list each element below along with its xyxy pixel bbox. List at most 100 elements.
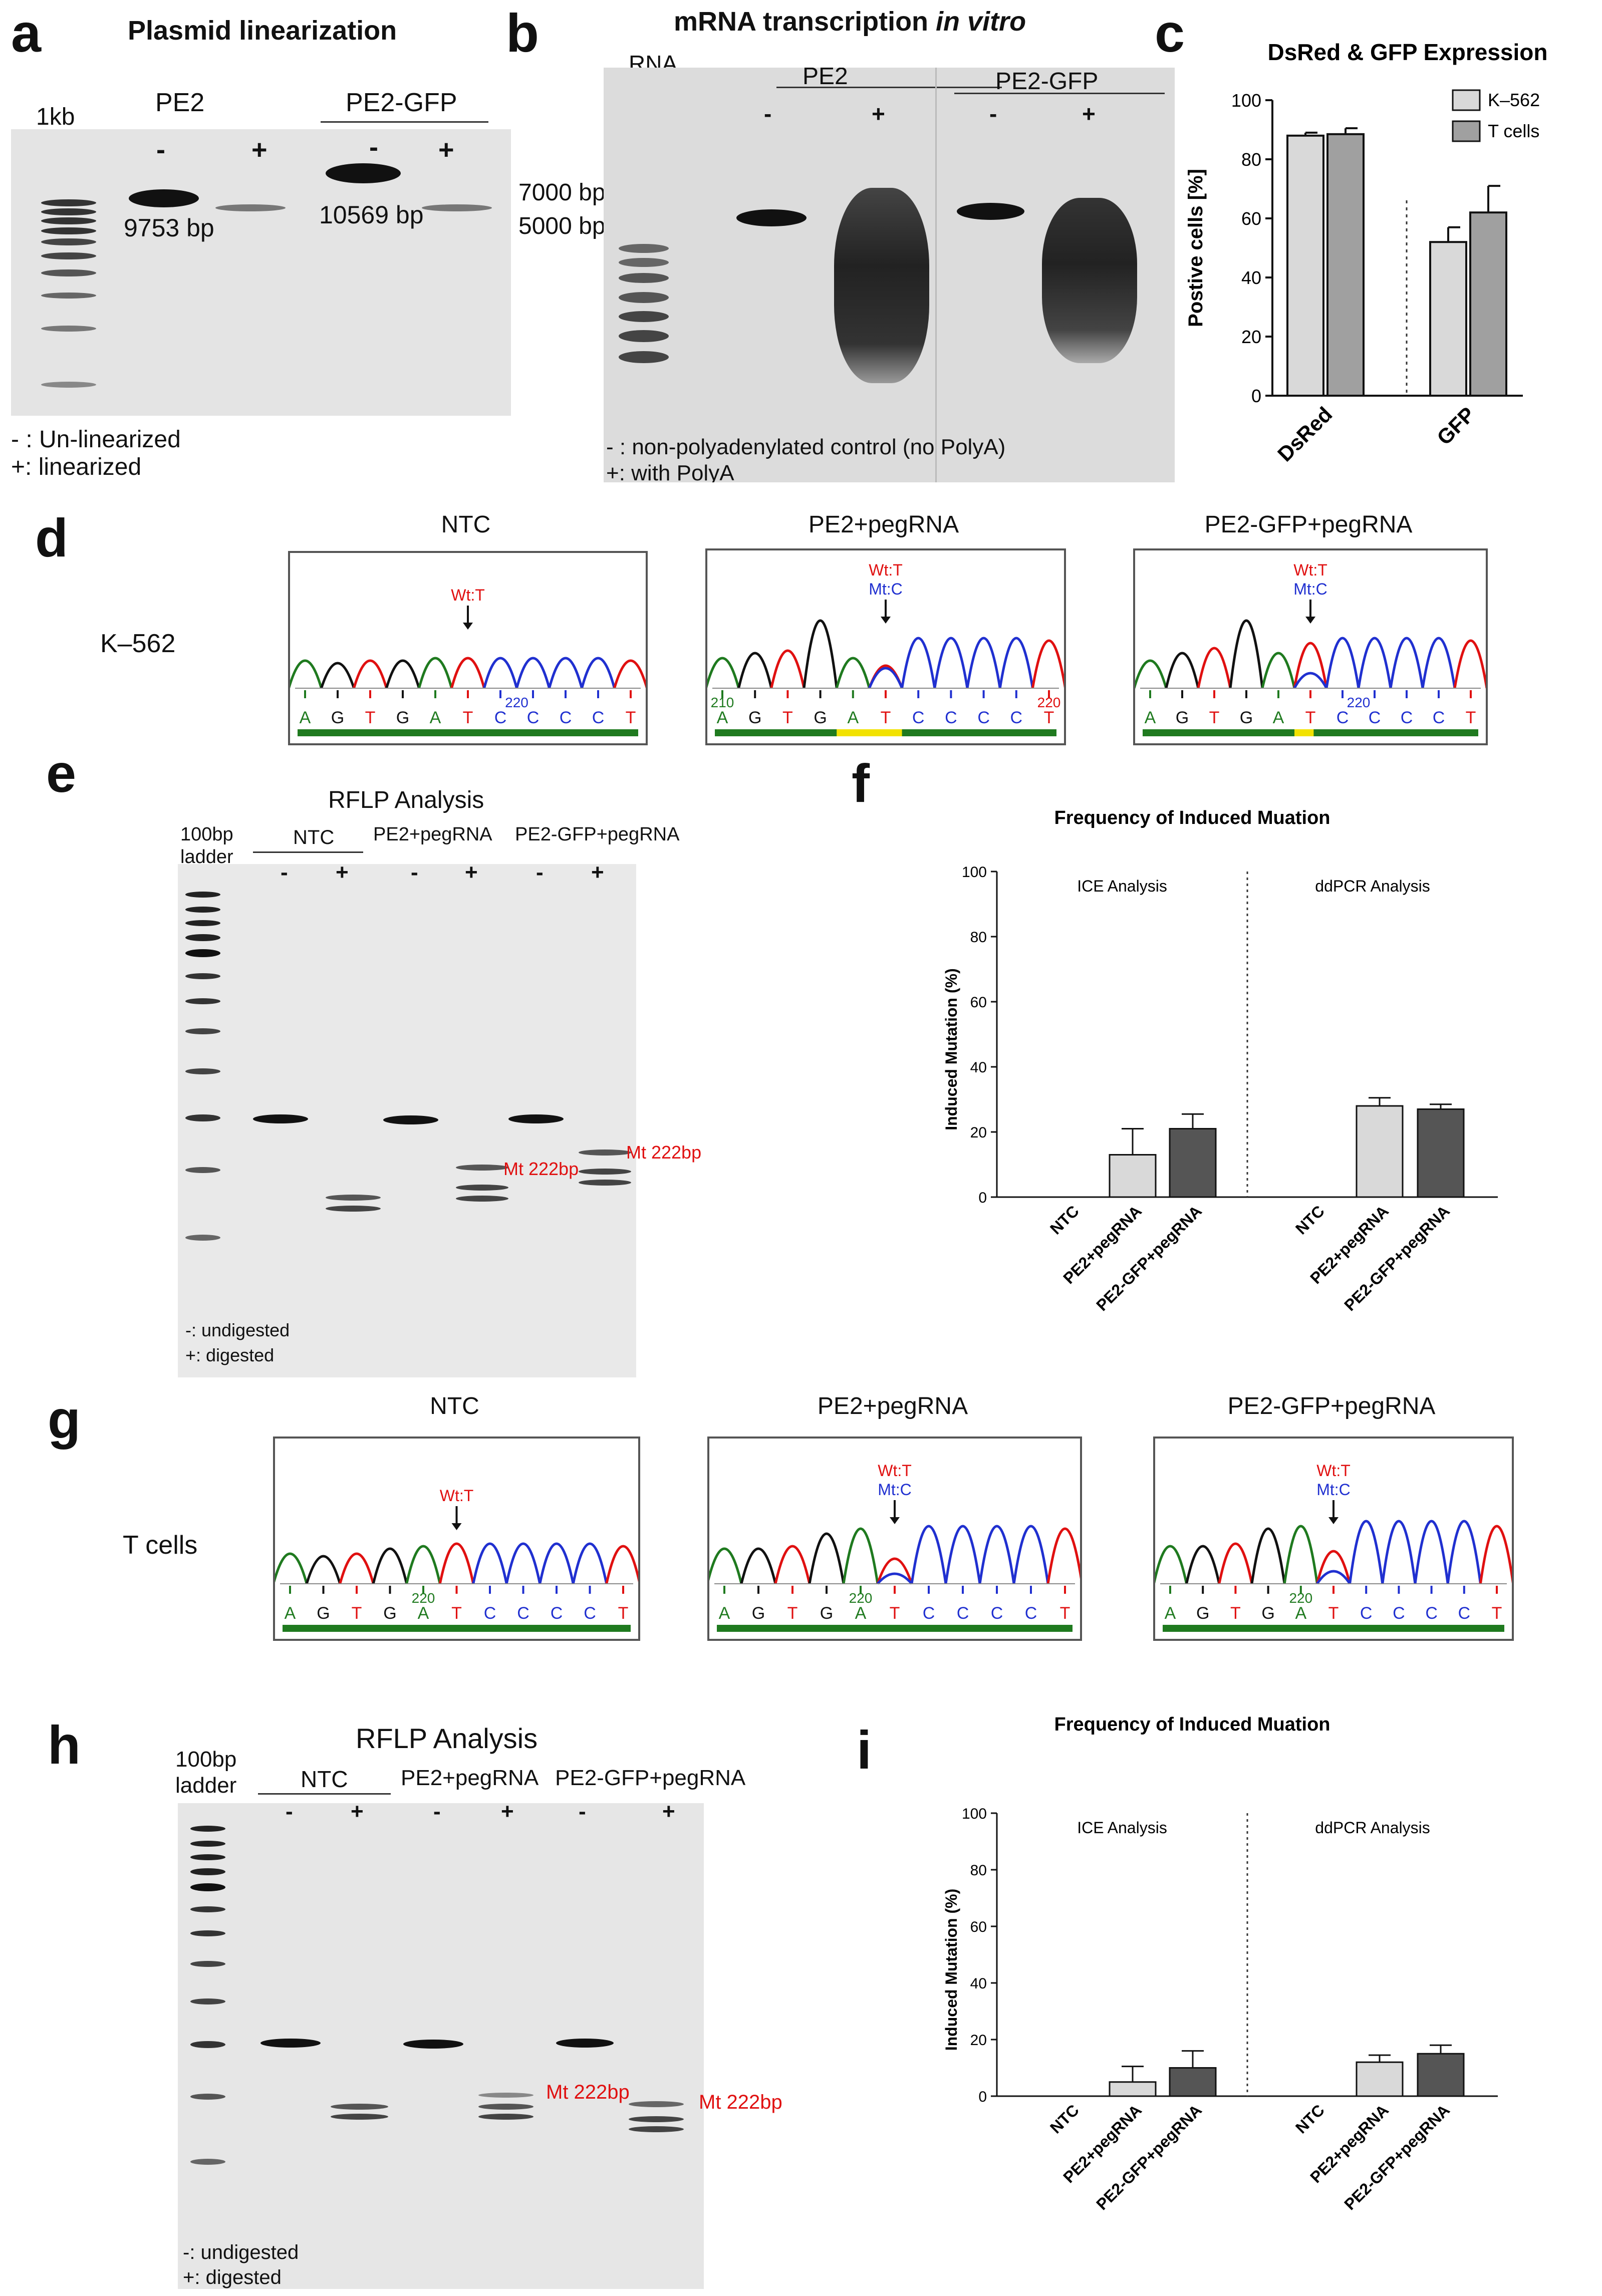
panel-h-group-pe2: PE2+pegRNA [401,1766,539,1790]
y-tick-label: 40 [970,1975,987,1992]
trace-peak [1135,659,1168,689]
panel-e-legend-plus: +: digested [185,1345,275,1365]
base-call: C [1458,1604,1471,1623]
panel-h-mt-label-2: Mt 222bp [699,2091,782,2113]
x-tick-label: NTC [1292,2101,1328,2137]
base-call: T [626,708,636,727]
panel-a-size-pe2-gfp: 10569 bp [319,201,424,229]
base-call: G [331,708,344,727]
bar [1109,2081,1157,2097]
panel-e-group-pe2: PE2+pegRNA [373,824,492,845]
base-call: G [814,708,827,727]
x-tick-label: PE2-GFP+pegRNA [1341,1202,1453,1314]
panel-a-gel: - + - + 9753 bp 10569 bp [11,129,511,416]
lane-sign: + [465,864,478,885]
base-call: C [1433,708,1445,727]
panel-letter-g: g [48,1389,81,1450]
panel-h-legend-minus: -: undigested [183,2241,299,2263]
position-number: 220 [412,1590,435,1606]
trace-peak [305,1555,342,1584]
base-call: T [1060,1604,1071,1623]
position-number: 220 [505,695,528,710]
panel-a-legend-minus: - : Un-linearized [11,426,181,453]
y-tick-label: 60 [1241,208,1261,229]
panel-letter-e: e [46,743,77,803]
base-call: A [847,708,859,727]
panel-d-chromatogram: A G T G A T C C C C T Wt:T Mt:C 210 220 [705,548,1066,745]
arrow-head [881,617,891,624]
chart-f-title: Frequency of Induced Muation [1054,807,1330,828]
trace-peak [483,657,518,689]
y-tick-label: 20 [970,1124,987,1141]
trace-peak [808,1532,845,1584]
panel-b-legend-minus: - : non-polyadenylated control (no PolyA… [606,435,1006,459]
lane-sign: + [501,1803,514,1824]
base-call: C [494,708,507,727]
y-tick-label: 20 [1241,327,1261,347]
base-call: C [1425,1604,1438,1623]
wt-label: Wt:T [869,561,903,579]
base-call: G [752,1604,765,1623]
base-call: C [1025,1604,1037,1623]
trace-peak [876,1557,913,1584]
trace-peak [1453,639,1486,689]
trace-peak [998,637,1034,689]
base-call: T [787,1604,798,1623]
lane-sign: - [286,1803,293,1824]
bar [1169,2067,1217,2097]
section-label: ICE Analysis [1077,1819,1167,1837]
panel-letter-b: b [506,3,539,63]
panel-g-trace-title: PE2+pegRNA [817,1393,968,1419]
trace-peak [1381,1520,1417,1584]
trace-peak [803,619,838,689]
trace-peak [1389,637,1424,689]
y-tick-label: 100 [962,864,987,881]
trace-peak [944,1525,981,1584]
y-tick-label: 80 [970,1862,987,1879]
base-call: C [923,1604,935,1623]
panel-h-legend-plus: +: digested [183,2266,282,2288]
trace-peak [275,1552,308,1584]
trace-peak [472,1542,508,1584]
trace-peak [385,659,420,689]
panel-g-row-label: T cells [123,1531,198,1560]
base-call: A [1273,708,1284,727]
chart-i-title: Frequency of Induced Muation [1054,1714,1330,1735]
trace-peak [1325,637,1360,689]
arrow-head [1328,1517,1339,1524]
base-call: C [977,708,990,727]
base-call: T [451,1604,462,1623]
trace-peak [774,1545,811,1584]
base-call: T [1492,1604,1502,1623]
panel-letter-d: d [35,507,68,568]
trace-peak [1046,1527,1080,1584]
trace-peak [539,1542,575,1584]
base-call: C [592,708,605,727]
mt-peak [1316,1570,1351,1585]
panel-a-legend-plus: +: linearized [11,454,142,480]
trace-peak [737,652,773,689]
y-tick-label: 20 [970,2032,987,2049]
trace-peak [605,1545,638,1584]
quality-highlight [837,729,902,736]
mt-peak [1293,672,1328,689]
base-call: A [300,708,311,727]
panel-a-group-pe2: PE2 [155,88,205,117]
bar [1469,211,1507,397]
arrow-head [1305,617,1315,624]
trace-peak [707,657,740,689]
x-tick-label: NTC [1046,2101,1083,2137]
trace-peak [1031,639,1064,689]
base-call: G [748,708,761,727]
legend-swatch [1452,89,1481,111]
panel-e-title: RFLP Analysis [328,787,484,813]
chart-c-ylabel: Postive cells [%] [1185,169,1207,327]
mt-label: Mt:C [1316,1481,1351,1499]
trace-peak [770,649,806,689]
base-call: A [1165,1604,1176,1623]
lane-sign: + [872,101,885,127]
base-call: T [365,708,376,727]
base-call: G [1240,708,1253,727]
trace-peak [901,637,936,689]
lane-sign: + [438,135,454,165]
